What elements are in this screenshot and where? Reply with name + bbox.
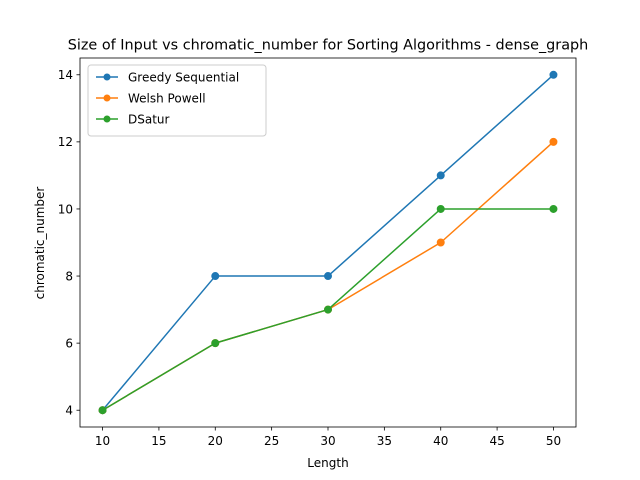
x-tick-label-1: 15	[151, 434, 166, 448]
y-tick-label-1: 6	[65, 336, 73, 350]
data-point-2-2	[324, 305, 332, 314]
data-point-1-4	[549, 137, 558, 146]
data-point-0-1	[211, 272, 220, 281]
y-tick-label-5: 14	[58, 68, 73, 82]
x-tick-label-3: 25	[264, 434, 279, 448]
data-point-0-2	[324, 272, 332, 281]
y-tick-label-2: 8	[65, 269, 73, 283]
legend-label-0: Greedy Sequential	[128, 70, 239, 84]
x-tick-label-8: 50	[546, 434, 561, 448]
data-point-2-3	[436, 204, 445, 213]
x-tick-label-6: 40	[433, 434, 448, 448]
legend-marker-2	[103, 115, 111, 123]
legend-marker-0	[103, 73, 111, 81]
y-tick-label-4: 12	[58, 135, 73, 149]
legend-label-1: Welsh Powell	[128, 91, 206, 105]
data-point-0-4	[549, 70, 558, 79]
x-tick-label-0: 10	[95, 434, 110, 448]
x-tick-label-4: 30	[320, 434, 335, 448]
x-tick-label-2: 20	[208, 434, 223, 448]
legend-box	[87, 64, 267, 137]
x-tick-label-5: 35	[377, 434, 392, 448]
data-point-0-3	[436, 171, 445, 180]
y-tick-label-3: 10	[58, 202, 73, 216]
x-axis-label: Length	[307, 456, 348, 470]
y-tick-label-0: 4	[65, 404, 73, 418]
data-point-2-4	[549, 204, 558, 213]
y-axis: 4 6 8 10 12 14	[58, 68, 80, 418]
legend-label-2: DSatur	[128, 112, 170, 126]
x-axis: 10 15 20 25 30 35 40 45 50	[95, 427, 561, 448]
data-point-2-0	[98, 406, 107, 415]
legend-marker-1	[103, 94, 111, 102]
legend: Greedy Sequential Welsh Powell DSatur	[87, 64, 267, 137]
data-point-2-1	[211, 339, 220, 348]
x-tick-label-7: 45	[489, 434, 504, 448]
data-point-1-3	[436, 238, 445, 247]
y-axis-label: chromatic_number	[33, 187, 47, 300]
chart-title: Size of Input vs chromatic_number for So…	[68, 38, 589, 54]
